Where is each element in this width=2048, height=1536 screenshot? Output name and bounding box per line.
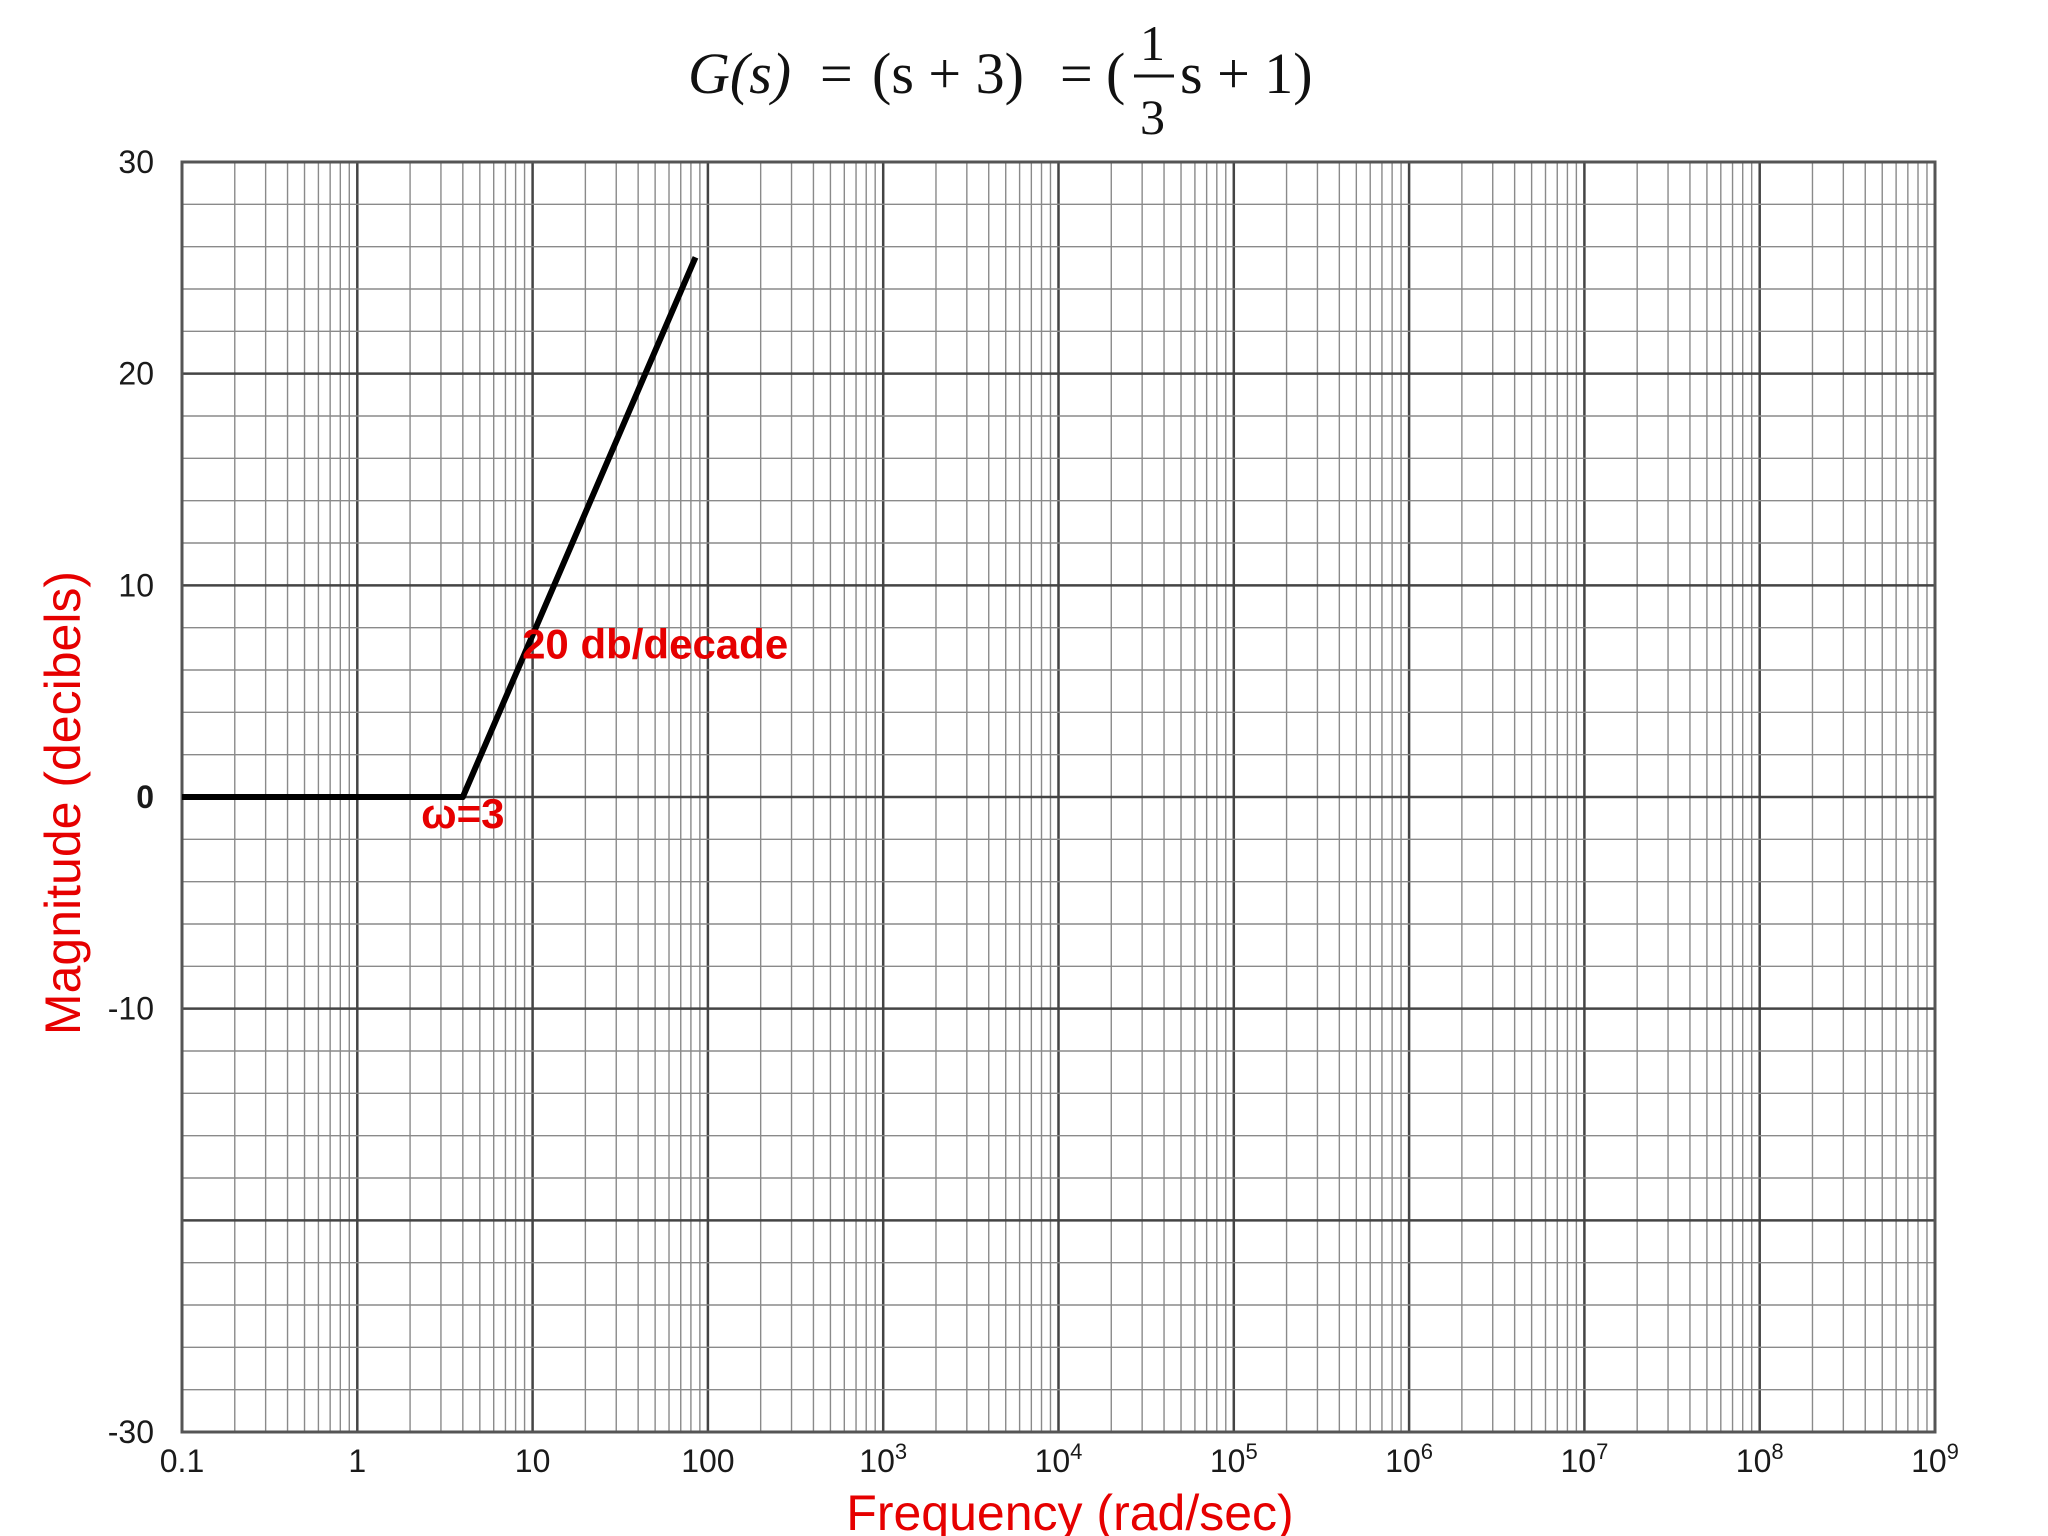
x-axis-title: Frequency (rad/sec) [846, 1485, 1293, 1536]
x-tick-label: 103 [859, 1439, 907, 1479]
chart-annotation: 20 db/decade [522, 621, 788, 668]
x-tick-label: 108 [1736, 1439, 1784, 1479]
y-tick-label: 20 [118, 356, 154, 392]
annotation-layer: ω=3 20 db/decade [421, 621, 788, 837]
x-tick-label: 105 [1210, 1439, 1258, 1479]
y-tick-label: 10 [118, 567, 154, 603]
y-tick-label: -30 [108, 1414, 154, 1450]
formula-middle: (s + 3) [872, 41, 1024, 106]
x-tick-label: 10 [515, 1443, 551, 1479]
y-axis-ticks: 30 20 10 0 -10 -30 [108, 144, 154, 1450]
formula-open-paren: ( [1106, 41, 1125, 106]
magnitude-asymptote-line [182, 256, 699, 800]
x-tick-label: 106 [1385, 1439, 1433, 1479]
y-tick-label: 30 [118, 144, 154, 180]
x-tick-label: 109 [1911, 1439, 1959, 1479]
formula-equals-2: = [1060, 41, 1093, 106]
formula-fraction-numerator: 1 [1140, 15, 1165, 71]
chart-annotation: ω=3 [421, 790, 504, 837]
x-axis-ticks: 0.1 1 10 100 103 104 105 106 107 108 109 [160, 1439, 1959, 1479]
formula-equals-1: = [820, 41, 853, 106]
x-tick-label: 1 [348, 1443, 366, 1479]
chart-title-formula: G(s) = (s + 3) = ( 1 3 s + 1) [688, 15, 1313, 145]
formula-lhs: G(s) [688, 41, 791, 106]
formula-fraction-denominator: 3 [1140, 89, 1165, 145]
x-tick-label: 104 [1035, 1439, 1083, 1479]
y-tick-label: -10 [108, 991, 154, 1027]
series-layer [181, 256, 699, 800]
x-tick-label: 0.1 [160, 1443, 204, 1479]
x-tick-label: 107 [1560, 1439, 1608, 1479]
y-axis-title: Magnitude (decibels) [35, 571, 91, 1035]
formula-rest: s + 1) [1180, 41, 1313, 106]
y-tick-label: 0 [136, 779, 154, 815]
x-tick-label: 100 [681, 1443, 734, 1479]
